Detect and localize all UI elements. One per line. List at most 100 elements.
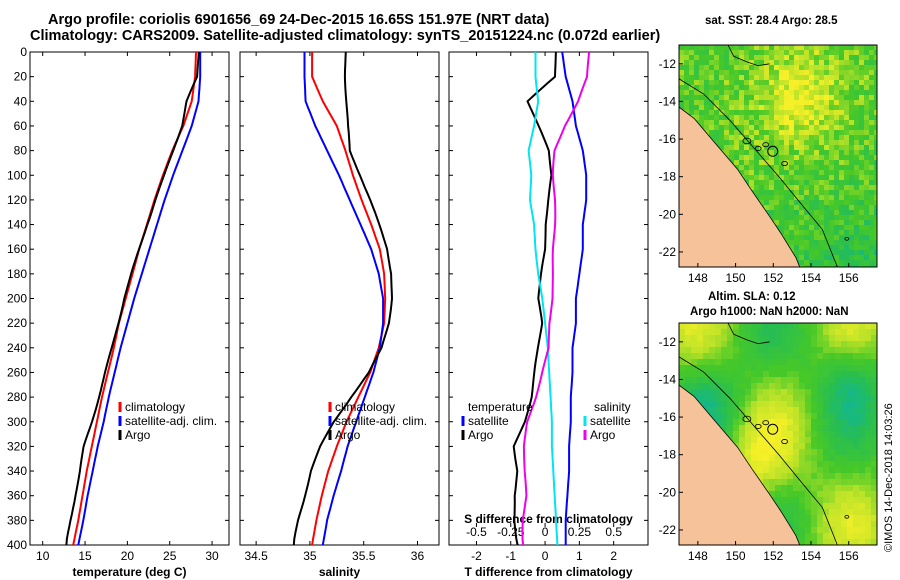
- sla-cell: [739, 353, 746, 360]
- sst-cell: [769, 190, 775, 196]
- sla-cell: [769, 449, 776, 456]
- sla-cell: [805, 395, 812, 402]
- sla-cell: [835, 443, 842, 450]
- sla-cell: [859, 401, 866, 408]
- sla-cell: [721, 371, 728, 378]
- sst-cell: [764, 110, 770, 116]
- sst-cell: [859, 145, 865, 151]
- sst-cell: [869, 250, 875, 256]
- sla-cell: [793, 323, 800, 330]
- sla-cell: [751, 401, 758, 408]
- sla-cell: [847, 419, 854, 426]
- sst-cell: [819, 45, 825, 51]
- sst-cell: [819, 250, 825, 256]
- sla-cell: [823, 401, 830, 408]
- sst-cell: [799, 60, 805, 66]
- sst-cell: [799, 230, 805, 236]
- sla-cell: [727, 371, 734, 378]
- sla-cell: [829, 431, 836, 438]
- sst-cell: [709, 75, 715, 81]
- sla-cell: [787, 413, 794, 420]
- sst-cell: [839, 180, 845, 186]
- sst-cell: [794, 255, 800, 261]
- sst-cell: [744, 160, 750, 166]
- sla-cell: [859, 539, 866, 545]
- sst-shelf-contour: [679, 78, 838, 267]
- sst-cell: [844, 65, 850, 71]
- sla-cell: [793, 527, 800, 534]
- sla-cell: [853, 467, 860, 474]
- sla-cell: [829, 491, 836, 498]
- sla-cell: [781, 353, 788, 360]
- sla-cell: [847, 329, 854, 336]
- sst-cell: [869, 145, 875, 151]
- sst-cell: [694, 50, 700, 56]
- sla-cell: [841, 413, 848, 420]
- sla-cell: [835, 515, 842, 522]
- sla-cell: [799, 467, 806, 474]
- sla-cell: [763, 353, 770, 360]
- sst-cell: [849, 155, 855, 161]
- sla-cell: [793, 515, 800, 522]
- sst-cell: [709, 50, 715, 56]
- sst-cell: [709, 80, 715, 86]
- sst-cell: [729, 130, 735, 136]
- sla-cell: [823, 371, 830, 378]
- sst-cell: [749, 135, 755, 141]
- sla-cell: [781, 485, 788, 492]
- sla-cell: [751, 371, 758, 378]
- sst-cell: [709, 60, 715, 66]
- sla-cell: [805, 365, 812, 372]
- sst-cell: [779, 220, 785, 226]
- sla-cell: [823, 533, 830, 540]
- sla-cell: [709, 413, 716, 420]
- sst-cell: [744, 65, 750, 71]
- sdiff-tick-label: 0: [542, 525, 549, 539]
- sst-cell: [694, 60, 700, 66]
- sst-cell: [864, 120, 870, 126]
- sst-cell: [854, 215, 860, 221]
- sla-cell: [775, 449, 782, 456]
- sst-cell: [829, 110, 835, 116]
- sla-cell: [757, 461, 764, 468]
- sst-cell: [794, 125, 800, 131]
- sla-cell: [847, 425, 854, 432]
- sla-cell: [679, 341, 686, 348]
- sst-cell: [859, 195, 865, 201]
- sst-cell: [799, 255, 805, 261]
- sst-cell: [709, 105, 715, 111]
- sst-cell: [854, 50, 860, 56]
- sla-cell: [793, 467, 800, 474]
- sla-cell: [775, 401, 782, 408]
- sla-cell: [679, 329, 686, 336]
- sst-cell: [859, 115, 865, 121]
- sla-cell: [781, 443, 788, 450]
- sst-cell: [854, 190, 860, 196]
- sst-cell: [814, 75, 820, 81]
- sla-cell: [793, 353, 800, 360]
- sst-cell: [784, 95, 790, 101]
- sla-cell: [751, 353, 758, 360]
- sst-cell: [819, 225, 825, 231]
- sst-cell: [789, 185, 795, 191]
- sla-cell: [805, 449, 812, 456]
- sst-cell: [734, 145, 740, 151]
- sst-cell: [769, 100, 775, 106]
- sst-cell: [824, 135, 830, 141]
- sst-cell: [809, 130, 815, 136]
- sst-cell: [709, 45, 715, 51]
- sla-cell: [817, 341, 824, 348]
- sla-cell: [865, 347, 872, 354]
- sla-cell: [715, 401, 722, 408]
- sla-cell: [811, 371, 818, 378]
- sst-cell: [744, 105, 750, 111]
- sla-cell: [871, 467, 877, 474]
- sla-cell: [769, 437, 776, 444]
- sst-cell: [764, 145, 770, 151]
- sla-cell: [799, 371, 806, 378]
- sst-cell: [794, 225, 800, 231]
- sst-cell: [739, 85, 745, 91]
- depth-tick-label: 20: [14, 70, 28, 84]
- sst-cell: [759, 165, 765, 171]
- sst-cell: [814, 55, 820, 61]
